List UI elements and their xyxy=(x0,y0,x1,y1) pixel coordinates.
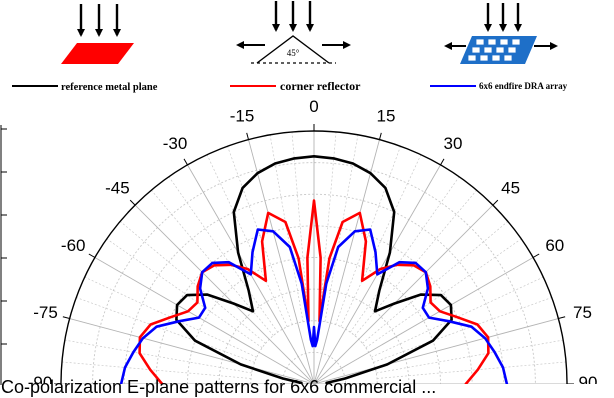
legend-label-dra: 6x6 endfire DRA array xyxy=(479,81,568,91)
series-line-0 xyxy=(175,155,453,384)
angle-label: -45 xyxy=(105,178,130,197)
angle-tick xyxy=(88,253,96,258)
angle-label: 30 xyxy=(444,134,463,153)
grid-spoke-major xyxy=(313,139,380,384)
angle-label: 60 xyxy=(545,236,564,255)
grid-spoke-major xyxy=(313,257,534,384)
polar-chart: -90 -75 -60 -45 -30 -15 0 15 30 45 60 75 90 xyxy=(28,97,598,392)
left-partial-axis xyxy=(0,125,7,385)
grid-spoke-major xyxy=(248,139,315,384)
incident-arrows-icon xyxy=(77,4,121,37)
angle-tick xyxy=(183,158,188,166)
grid-spoke-major xyxy=(134,204,315,384)
grid-ring xyxy=(250,320,378,384)
grid-spoke-major xyxy=(313,318,559,384)
incident-arrows-icon xyxy=(272,1,314,32)
legend-label-corner: corner reflector xyxy=(280,79,361,93)
grid-spoke-minor xyxy=(168,176,279,333)
legend-label-reference: reference metal plane xyxy=(61,82,158,93)
angle-label: -60 xyxy=(61,236,86,255)
angle-label: -15 xyxy=(230,107,255,126)
angle-tick xyxy=(378,132,382,140)
angle-tick xyxy=(558,316,566,320)
angle-label: -90 xyxy=(28,373,53,392)
grid-spoke-major xyxy=(94,257,315,384)
grid-ring xyxy=(187,257,441,384)
chart-legend: reference metal plane corner reflector 6… xyxy=(12,79,568,93)
angle-label: 90 xyxy=(579,373,598,392)
incident-arrows-icon xyxy=(484,3,522,32)
angle-label: 75 xyxy=(573,303,592,322)
angle-label: -30 xyxy=(163,134,188,153)
angle-tick xyxy=(492,199,499,206)
dra-elements-icon xyxy=(467,38,521,62)
grid-spoke-minor xyxy=(76,297,255,363)
angle-label: 0 xyxy=(309,97,318,116)
corner-angle-label: 45° xyxy=(287,48,300,58)
angle-tick xyxy=(440,158,445,166)
polar-series xyxy=(119,155,509,384)
angle-label: -75 xyxy=(33,303,58,322)
polar-angle-labels: -90 -75 -60 -45 -30 -15 0 15 30 45 60 75 90 xyxy=(28,97,598,392)
reference-metal-plane-sketch xyxy=(61,4,134,64)
series-line-2 xyxy=(119,228,509,384)
angle-tick xyxy=(129,199,136,206)
angle-tick xyxy=(62,316,70,320)
angle-tick xyxy=(246,132,250,140)
corner-reflector-sketch: 45° xyxy=(236,1,351,64)
angle-label: 45 xyxy=(501,178,520,197)
grid-spoke-major xyxy=(313,204,494,384)
angle-label: 15 xyxy=(377,107,396,126)
corner-reflector-icon xyxy=(256,35,330,64)
figure-caption: Co-polarization E-plane patterns for 6x6… xyxy=(1,377,437,397)
angle-tick xyxy=(532,253,540,258)
grid-spoke-major xyxy=(69,318,315,384)
metal-plane-icon xyxy=(61,43,134,64)
series-line-1 xyxy=(138,199,490,384)
dra-array-sketch xyxy=(444,3,558,64)
